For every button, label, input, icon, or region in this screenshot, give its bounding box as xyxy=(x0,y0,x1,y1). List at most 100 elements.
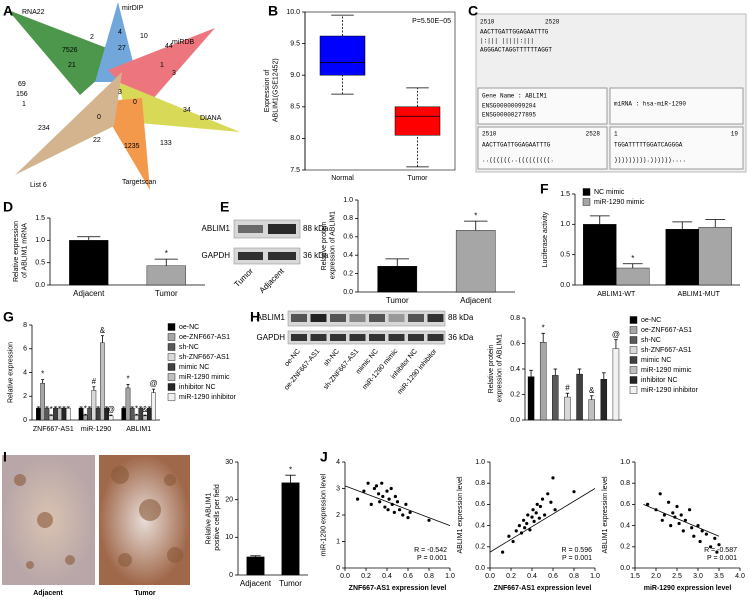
band xyxy=(330,334,346,341)
point xyxy=(511,539,515,544)
count-label: 3 xyxy=(172,70,176,77)
legend-label: oe-NC xyxy=(179,324,199,331)
box xyxy=(394,106,441,136)
significance-mark: & xyxy=(100,326,106,335)
significance-mark: * xyxy=(50,405,53,414)
point xyxy=(398,508,402,512)
x-tick-label: Adjacent xyxy=(460,296,492,305)
count-label: 1 xyxy=(22,101,26,108)
bar xyxy=(146,407,152,421)
alignment-text: ENSG00000099204 xyxy=(482,103,536,110)
count-label: 34 xyxy=(183,107,191,114)
x-tick-label: 1.0 xyxy=(590,573,600,580)
point xyxy=(671,511,675,515)
legend-swatch xyxy=(167,363,176,371)
bar xyxy=(40,382,45,421)
bar xyxy=(121,407,127,421)
annotation: P = 0.001 xyxy=(417,555,447,562)
y-tick-label: 0.0 xyxy=(475,565,485,572)
point xyxy=(669,524,673,528)
y-tick-label: 0.6 xyxy=(343,234,353,241)
count-label: 1235 xyxy=(124,143,140,150)
y-tick-label: 8.5 xyxy=(290,104,300,111)
count-label: 3 xyxy=(118,89,122,96)
info-box xyxy=(477,126,608,170)
point xyxy=(408,510,412,514)
protein-label: ABLIM1 xyxy=(202,224,231,233)
bar xyxy=(455,230,496,293)
y-tick-label: 0.4 xyxy=(510,366,520,373)
legend-label: miR-1290 inhibitor xyxy=(641,387,698,394)
point xyxy=(679,513,683,517)
point xyxy=(535,502,539,506)
alignment-text: 19 xyxy=(731,131,739,138)
point xyxy=(517,524,522,528)
bar xyxy=(125,387,131,421)
alignment-text: ENSG00000277895 xyxy=(482,112,536,119)
y-tick-label: 4 xyxy=(23,369,27,376)
panel-label: F xyxy=(540,181,549,197)
y-tick-label: 1.0 xyxy=(35,237,45,244)
x-tick-label: 2.5 xyxy=(672,573,682,580)
significance-mark: * xyxy=(165,249,168,258)
point xyxy=(406,516,410,520)
bar xyxy=(616,267,650,286)
bar xyxy=(129,407,135,421)
set-label: mirDIP xyxy=(122,5,144,12)
count-label: 4 xyxy=(118,29,122,36)
annotation: P=5.50E−05 xyxy=(412,18,451,25)
band xyxy=(369,334,385,341)
point xyxy=(525,521,529,526)
set-label: List 6 xyxy=(30,182,47,189)
legend-swatch xyxy=(167,333,176,341)
point xyxy=(540,497,545,501)
significance-mark: * xyxy=(631,254,634,263)
y-axis-label: Luciferase activity xyxy=(542,211,549,267)
panel-label: A xyxy=(3,3,13,19)
annotation: R = -0.587 xyxy=(704,547,737,554)
point xyxy=(646,502,650,506)
x-tick-label: Tumor xyxy=(279,579,302,588)
y-tick-label: 0.4 xyxy=(343,252,353,259)
bar xyxy=(48,415,54,421)
annotation: P = 0.001 xyxy=(562,555,592,562)
bar xyxy=(564,396,571,421)
y-tick-label: 0.0 xyxy=(560,282,570,289)
legend-label: miR-1290 mimic xyxy=(641,367,692,374)
blot-bands xyxy=(291,314,444,341)
legend-label: sh-NC xyxy=(641,337,661,344)
legend-label: oe-NC xyxy=(641,317,661,324)
significance-mark: * xyxy=(542,323,545,332)
band xyxy=(268,224,296,234)
bar xyxy=(281,482,300,576)
protein-label: ABLIM1 xyxy=(257,313,286,322)
y-axis-label: ABLIM1 expression level xyxy=(602,476,609,553)
bar xyxy=(100,342,105,421)
point xyxy=(404,502,408,506)
bar xyxy=(87,407,92,421)
legend-swatch xyxy=(167,393,176,401)
x-tick-label: 0.0 xyxy=(340,573,350,580)
point xyxy=(688,508,692,512)
set-label: Targetscan xyxy=(122,179,156,186)
band xyxy=(238,225,263,233)
y-tick-label: 1.0 xyxy=(343,197,353,204)
point xyxy=(427,518,431,522)
point xyxy=(543,513,547,517)
point xyxy=(709,545,713,549)
bar xyxy=(69,240,109,286)
band xyxy=(268,252,296,260)
x-tick-label: ABLIM1-WT xyxy=(597,291,636,298)
lane-label: miR-1290 inhibitor xyxy=(397,347,439,396)
y-tick-label: 0.6 xyxy=(620,501,630,508)
count-label: 7526 xyxy=(62,47,78,54)
petal xyxy=(108,28,215,108)
alignment-text: 2510 xyxy=(482,131,497,138)
significance-mark: * xyxy=(135,404,138,413)
lane-label: oe-NC xyxy=(284,348,302,368)
y-tick-label: 6 xyxy=(23,346,27,353)
y-tick-label: 1.0 xyxy=(475,459,485,466)
y-tick-label: 0.2 xyxy=(510,391,520,398)
count-label: 27 xyxy=(118,45,126,52)
point xyxy=(696,524,700,528)
